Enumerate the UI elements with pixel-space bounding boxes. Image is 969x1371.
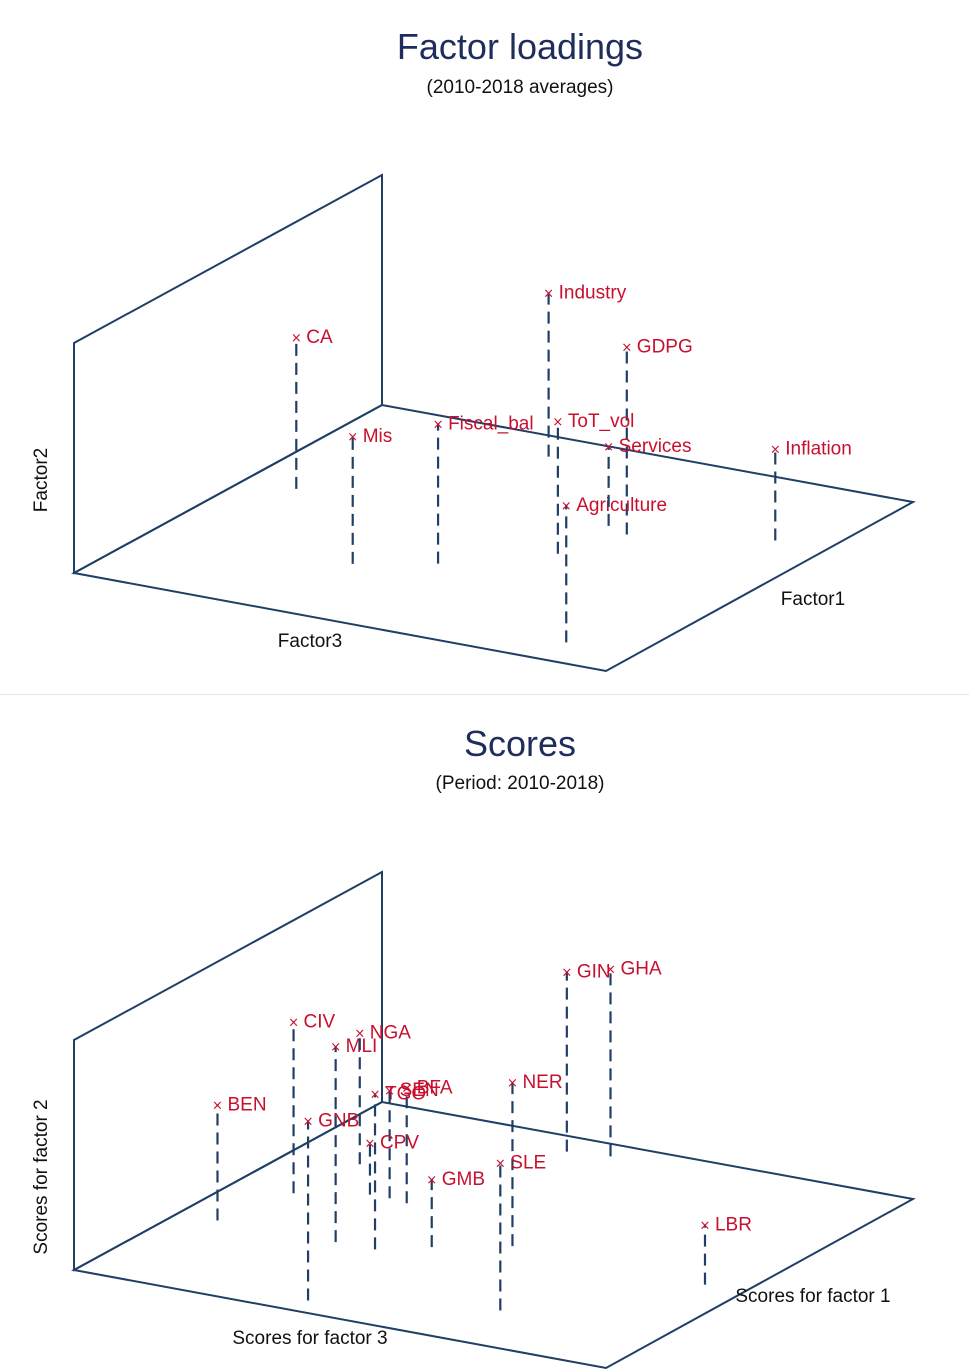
point-marker: × xyxy=(433,418,444,433)
point-label: Inflation xyxy=(785,439,852,460)
scores-plot: Scores for factor 1 Scores for factor 3 Sc… xyxy=(31,870,916,1370)
point-marker: × xyxy=(495,1156,506,1171)
point-marker: × xyxy=(288,1015,299,1030)
point-label: CIV xyxy=(304,1011,336,1032)
point-marker: × xyxy=(621,341,632,356)
panel-divider xyxy=(0,694,969,695)
point-label: GMB xyxy=(442,1169,485,1190)
point-marker: × xyxy=(330,1040,341,1055)
point-label: SEN xyxy=(400,1080,439,1101)
point-marker: × xyxy=(605,962,616,977)
point-marker: × xyxy=(354,1026,365,1041)
scores-panel: Scores (Period: 2010-2018) Scores for fa… xyxy=(0,697,969,1371)
point-marker: × xyxy=(370,1087,381,1102)
chart-subtitle: (2010-2018 averages) xyxy=(426,77,614,98)
chart-title: Scores xyxy=(463,723,577,764)
point-label: CPV xyxy=(380,1133,419,1154)
floor-plane xyxy=(71,1100,916,1370)
factor-loadings-panel: Factor loadings (2010-2018 averages) Fac… xyxy=(31,26,916,673)
point-label: BFA xyxy=(417,1077,453,1098)
point-marker: × xyxy=(561,499,572,514)
point-label: Fiscal_bal xyxy=(448,414,534,435)
point-label: GHA xyxy=(621,958,663,979)
point-marker: × xyxy=(212,1098,223,1113)
z-axis-label: Scores for factor 3 xyxy=(232,1328,387,1349)
x-axis-label: Scores for factor 1 xyxy=(735,1286,890,1307)
point-marker: × xyxy=(603,440,614,455)
point-label: SLE xyxy=(510,1152,546,1173)
point-label: ToT_vol xyxy=(568,411,635,432)
point-label: Mis xyxy=(363,426,393,447)
point-marker: × xyxy=(770,443,781,458)
y-axis-label: Factor2 xyxy=(31,448,52,512)
point-marker: × xyxy=(291,331,302,346)
point-label: NER xyxy=(522,1072,562,1093)
point-marker: × xyxy=(364,1137,375,1152)
point-marker: × xyxy=(303,1114,314,1129)
z-axis-label: Factor3 xyxy=(278,631,342,652)
point-marker: × xyxy=(552,415,563,430)
point-label: CA xyxy=(306,327,333,348)
y-axis-label: Scores for factor 2 xyxy=(31,1099,52,1254)
x-axis-label: Factor1 xyxy=(781,589,845,610)
point-label: LBR xyxy=(715,1215,752,1236)
point-label: TGO xyxy=(385,1083,426,1104)
point-label: GNB xyxy=(318,1110,359,1131)
point-marker: × xyxy=(426,1173,437,1188)
back-wall xyxy=(73,173,383,575)
point-label: BEN xyxy=(227,1094,266,1115)
chart-subtitle: (Period: 2010-2018) xyxy=(435,773,605,794)
factor-loadings-plot: Factor1 Factor3 Factor2 × CA × Mis × Fiscal_bal ×… xyxy=(31,173,916,673)
point-label: Services xyxy=(619,436,692,457)
point-label: GIN xyxy=(577,962,611,983)
point-label: NGA xyxy=(370,1022,412,1043)
point-label: Agriculture xyxy=(576,495,667,516)
back-wall xyxy=(73,870,383,1272)
point-marker: × xyxy=(347,430,358,445)
point-label: MLI xyxy=(346,1036,378,1057)
point-marker: × xyxy=(384,1084,395,1099)
point-label: Industry xyxy=(559,283,627,304)
point-label: GDPG xyxy=(637,337,693,358)
point-marker: × xyxy=(561,966,572,981)
point-marker: × xyxy=(401,1081,412,1096)
point-marker: × xyxy=(700,1219,711,1234)
chart-title: Factor loadings xyxy=(396,26,644,67)
point-marker: × xyxy=(543,287,554,302)
point-marker: × xyxy=(507,1076,518,1091)
